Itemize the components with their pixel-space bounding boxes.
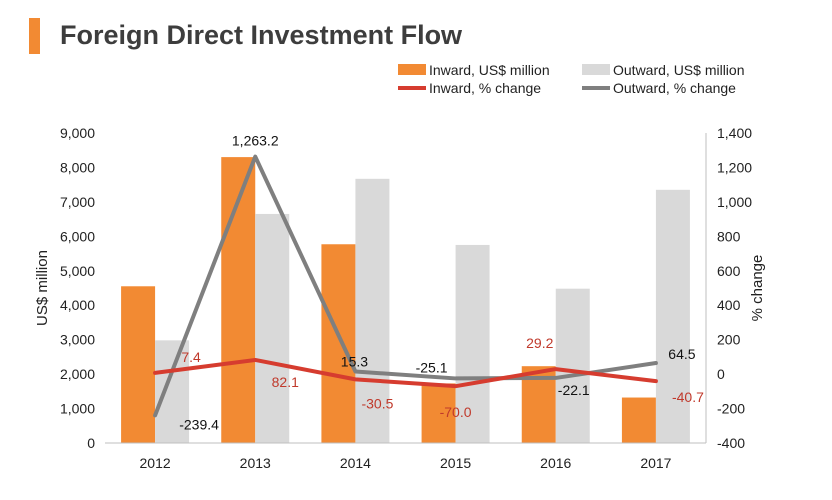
x-tick-label-2013: 2013 [240,455,271,471]
left-tick-label: 1,000 [60,401,95,417]
inward-pct-line [153,357,658,389]
outward-bar-2016 [555,288,590,443]
outward-bar-2017 [655,189,690,443]
y-axis-title-left: US$ million [34,250,51,326]
right-tick-label: 800 [717,228,741,244]
inward-bar-2015 [421,383,456,443]
right-tick-label: 200 [717,332,741,348]
outward-bar-2012 [155,340,190,443]
outward-bar-2014 [355,178,390,444]
page-title: Foreign Direct Investment Flow [60,20,463,50]
outward-pct-line [153,154,658,418]
x-tick-label-2015: 2015 [440,455,471,471]
inward-bar-2012 [121,286,156,443]
left-tick-label: 9,000 [60,125,95,141]
left-tick-label: 6,000 [60,228,95,244]
inward-bar-2017 [621,397,656,443]
outward-bar-2013 [255,213,290,443]
legend-label-inward-bar: Inward, US$ million [429,62,550,78]
data-label-group: 7.4 82.1 -30.5 -70.0 29.2 -40.7 -239.4 1,263.2 1… [179,133,704,433]
right-tick-label: -400 [717,435,745,451]
right-tick-label: 1,000 [717,194,752,210]
title-accent-bar [29,18,40,54]
left-tick-label: 3,000 [60,332,95,348]
right-tick-label: 600 [717,263,741,279]
right-tick-label: 1,200 [717,159,752,175]
left-tick-label: 7,000 [60,194,95,210]
legend-label-outward-bar: Outward, US$ million [613,62,745,78]
left-tick-label: 0 [87,435,95,451]
outward-pct-label-2013: 1,263.2 [232,133,279,149]
inward-pct-label-2016: 29.2 [526,335,553,351]
inward-pct-label-2014: -30.5 [361,395,393,411]
outward-bar-2015 [455,244,490,443]
legend-swatch-outward-bar [582,64,610,75]
inward-pct-label-2013: 82.1 [272,374,299,390]
inward-bar-2014 [321,244,356,443]
outward-pct-label-2015: -25.1 [416,359,448,375]
outward-pct-label-2014: 15.3 [341,353,368,369]
inward-pct-label-2012: 7.4 [181,349,201,365]
legend-label-outward-line: Outward, % change [613,80,736,96]
legend-swatch-inward-bar [398,64,426,75]
y-axis-title-right: % change [749,255,766,322]
outward-pct-label-2012: -239.4 [179,416,219,432]
right-tick-label: 1,400 [717,125,752,141]
left-tick-label: 5,000 [60,263,95,279]
left-tick-label: 2,000 [60,366,95,382]
x-tick-label-2014: 2014 [340,455,371,471]
legend: Inward, US$ million Outward, US$ million I… [398,62,745,96]
legend-label-inward-line: Inward, % change [429,80,541,96]
line-group [153,154,658,418]
bar-group [121,157,690,444]
right-tick-label: -200 [717,401,745,417]
x-tick-label-2017: 2017 [640,455,671,471]
outward-pct-label-2016: -22.1 [558,382,590,398]
outward-pct-label-2017: 64.5 [668,346,695,362]
right-tick-label: 0 [717,366,725,382]
axes: 0 1,000 2,000 3,000 4,000 5,000 6,000 7,000 8,00… [34,125,766,471]
left-tick-label: 4,000 [60,297,95,313]
right-tick-label: 400 [717,297,741,313]
inward-pct-label-2015: -70.0 [440,404,472,420]
left-tick-label: 8,000 [60,159,95,175]
x-tick-label-2016: 2016 [540,455,571,471]
inward-pct-label-2017: -40.7 [672,389,704,405]
x-tick-label-2012: 2012 [140,455,171,471]
